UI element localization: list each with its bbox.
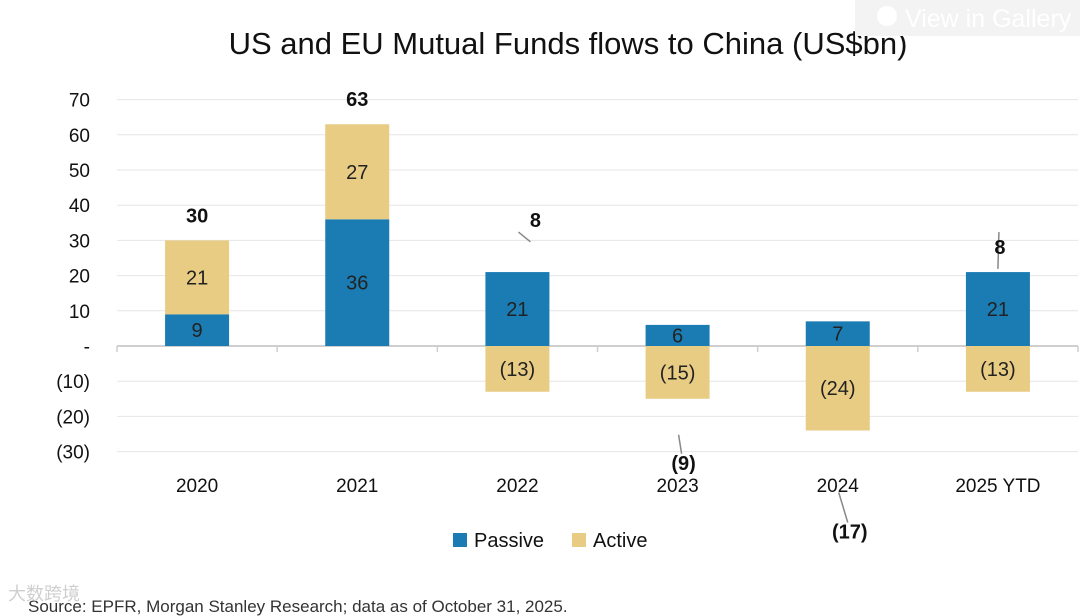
total-label: 30 xyxy=(186,205,208,227)
x-tick-label: 2020 xyxy=(176,476,218,497)
bar-value-label: 7 xyxy=(832,324,843,346)
y-tick-label: 10 xyxy=(69,302,90,323)
bar-value-label: (15) xyxy=(660,362,696,384)
legend-label: Passive xyxy=(474,530,544,552)
bar-active xyxy=(165,240,230,315)
bar-passive xyxy=(325,219,390,346)
y-tick-label: 50 xyxy=(69,161,90,182)
leader-line xyxy=(517,231,531,243)
legend-swatch xyxy=(572,533,586,547)
bar-value-label: (13) xyxy=(500,359,536,381)
bar-active xyxy=(325,124,390,220)
bar-value-label: 6 xyxy=(672,325,683,347)
legend: Passive Active xyxy=(453,530,647,552)
source-note: Source: EPFR, Morgan Stanley Research; d… xyxy=(28,597,568,616)
leader-line xyxy=(677,434,683,454)
total-label: (17) xyxy=(832,521,868,543)
y-tick-label: - xyxy=(84,337,90,358)
bar-value-label: 36 xyxy=(346,273,368,295)
bar-value-label: 21 xyxy=(186,267,208,289)
x-tick-label: 2024 xyxy=(817,476,860,497)
bar-active xyxy=(645,346,710,399)
y-tick-label: 20 xyxy=(69,267,90,288)
total-label: 8 xyxy=(994,237,1005,259)
bar-active xyxy=(805,346,870,431)
bar-value-label: 27 xyxy=(346,162,368,184)
legend-label: Active xyxy=(593,530,647,552)
y-tick-label: 30 xyxy=(69,231,90,252)
total-label: 63 xyxy=(346,89,368,111)
bar-value-label: (13) xyxy=(980,359,1016,381)
total-label: (9) xyxy=(671,453,695,475)
leader-line xyxy=(838,492,849,523)
bar-passive xyxy=(165,314,230,346)
bar-active xyxy=(485,346,550,392)
bar-passive xyxy=(805,321,870,346)
bar-active xyxy=(965,346,1030,392)
bar-passive xyxy=(965,272,1030,346)
chart-title: US and EU Mutual Funds flows to China (U… xyxy=(229,26,908,61)
gallery-icon xyxy=(877,6,897,26)
bar-value-label: (24) xyxy=(820,378,856,400)
bar-value-label: 21 xyxy=(987,299,1009,321)
gallery-button-label: View in Gallery xyxy=(905,5,1072,33)
view-in-gallery-button[interactable]: View in Gallery xyxy=(855,0,1080,36)
bar-passive xyxy=(485,272,550,346)
x-tick-label: 2021 xyxy=(336,476,378,497)
bar-passive xyxy=(645,324,710,346)
legend-swatch xyxy=(453,533,467,547)
watermark: 大数跨境 xyxy=(8,584,80,604)
y-tick-label: (30) xyxy=(56,443,90,464)
y-tick-label: (20) xyxy=(56,407,90,428)
total-label: 8 xyxy=(530,210,541,232)
bar-value-label: 9 xyxy=(192,320,203,342)
y-tick-label: (10) xyxy=(56,372,90,393)
x-tick-label: 2022 xyxy=(496,476,538,497)
x-tick-label: 2025 YTD xyxy=(955,476,1040,497)
x-tick-label: 2023 xyxy=(656,476,698,497)
bar-value-label: 21 xyxy=(506,299,528,321)
y-tick-label: 60 xyxy=(69,126,90,147)
leader-line xyxy=(997,232,1000,269)
y-tick-label: 40 xyxy=(69,196,90,217)
y-tick-label: 70 xyxy=(69,91,90,112)
